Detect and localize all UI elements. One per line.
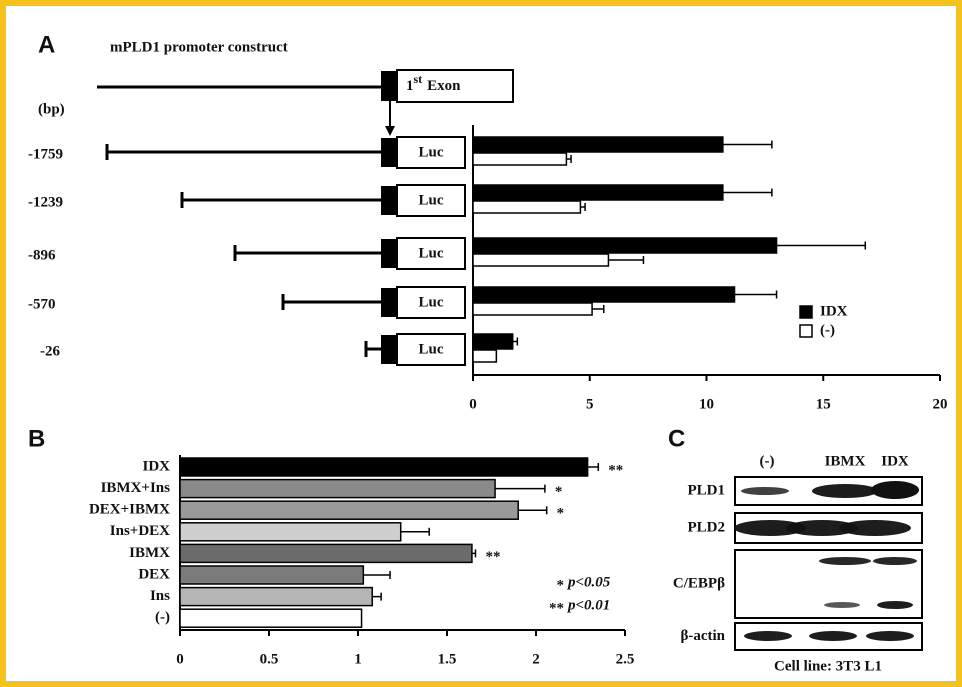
x-tick-label: 15 (816, 396, 831, 412)
exon-word: Exon (427, 78, 461, 94)
x-tick-label: 20 (933, 396, 948, 412)
blot-band (839, 520, 911, 536)
category-label: IBMX+Ins (101, 480, 171, 496)
lane-label: IDX (881, 453, 909, 469)
x-tick-label: 0 (176, 651, 184, 667)
luc-label: Luc (418, 144, 443, 160)
x-tick-label: 10 (699, 396, 714, 412)
construct-label: -896 (28, 247, 56, 263)
blot-band (873, 557, 917, 565)
blot-band (866, 631, 914, 641)
legend-label: IDX (820, 303, 848, 319)
lane-label: (-) (760, 453, 775, 469)
category-label: IDX (142, 458, 170, 474)
panel-label: B (28, 425, 45, 452)
significance: ** (485, 549, 500, 565)
construct-label: -1759 (28, 146, 63, 162)
panel-label: C (668, 425, 685, 452)
luc-label: Luc (418, 341, 443, 357)
luc-block (381, 186, 397, 215)
luc-label: Luc (418, 294, 443, 310)
x-tick-label: 1.5 (438, 651, 457, 667)
category-label: Ins+DEX (110, 523, 170, 539)
legend-swatch (800, 306, 812, 318)
bar (180, 523, 401, 541)
exon-block (381, 71, 397, 101)
row-label: β-actin (680, 628, 725, 644)
row-label: PLD2 (688, 519, 726, 535)
blot-band (812, 484, 878, 498)
page: A mPLD1 promoter construct (bp) 1stExon … (0, 0, 962, 687)
bar (473, 254, 608, 266)
construct-label: -26 (40, 343, 60, 359)
luc-block (381, 335, 397, 364)
x-tick-label: 0 (469, 396, 477, 412)
category-label: (-) (155, 610, 170, 626)
luc-label: Luc (418, 245, 443, 261)
bar (473, 153, 566, 165)
legend-swatch (800, 325, 812, 337)
bar (473, 303, 592, 315)
bar (473, 334, 513, 349)
category-label: DEX (138, 566, 170, 582)
note-star: ** (549, 600, 564, 616)
blot-band (824, 602, 860, 608)
blot-band (809, 631, 857, 641)
category-label: Ins (150, 588, 170, 604)
bar (473, 287, 735, 302)
panel-label: A (38, 31, 55, 58)
note-star: * (557, 577, 565, 593)
bar (473, 201, 580, 213)
x-tick-label: 5 (586, 396, 594, 412)
construct-label: -570 (28, 296, 56, 312)
figure: A mPLD1 promoter construct (bp) 1stExon … (0, 0, 962, 687)
luc-block (381, 239, 397, 268)
bar (180, 501, 518, 519)
bar (473, 137, 723, 152)
luc-label: Luc (418, 192, 443, 208)
blot-caption: Cell line: 3T3 L1 (774, 658, 882, 674)
category-label: IBMX (129, 545, 170, 561)
bar (180, 480, 495, 498)
row-label: C/EBPβ (673, 575, 725, 591)
construct-title: mPLD1 promoter construct (110, 39, 288, 55)
blot-band (741, 487, 789, 495)
significance: * (557, 506, 565, 522)
x-tick-label: 2 (532, 651, 540, 667)
bar (180, 609, 362, 627)
bar (473, 238, 777, 253)
exon-number: 1 (406, 78, 414, 94)
exon-suffix: st (414, 72, 423, 86)
construct-label: -1239 (28, 194, 63, 210)
x-tick-label: 1 (354, 651, 362, 667)
legend-label: (-) (820, 322, 835, 338)
lane-label: IBMX (825, 453, 866, 469)
blot-band (819, 557, 871, 565)
bar (180, 588, 372, 606)
blot-band (744, 631, 792, 641)
row-label: PLD1 (688, 482, 726, 498)
x-tick-label: 2.5 (616, 651, 635, 667)
luc-block (381, 138, 397, 167)
x-tick-label: 0.5 (260, 651, 279, 667)
category-label: DEX+IBMX (89, 502, 170, 518)
note-text: p<0.05 (566, 574, 611, 590)
bar (473, 350, 496, 362)
bp-unit: (bp) (38, 101, 65, 117)
note-text: p<0.01 (566, 597, 610, 613)
bar (180, 544, 472, 562)
luc-block (381, 288, 397, 317)
bar (180, 566, 363, 584)
blot-band (877, 601, 913, 609)
significance: ** (608, 462, 623, 478)
bar (180, 458, 588, 476)
significance: * (555, 484, 563, 500)
bar (473, 185, 723, 200)
blot-band (871, 481, 919, 499)
